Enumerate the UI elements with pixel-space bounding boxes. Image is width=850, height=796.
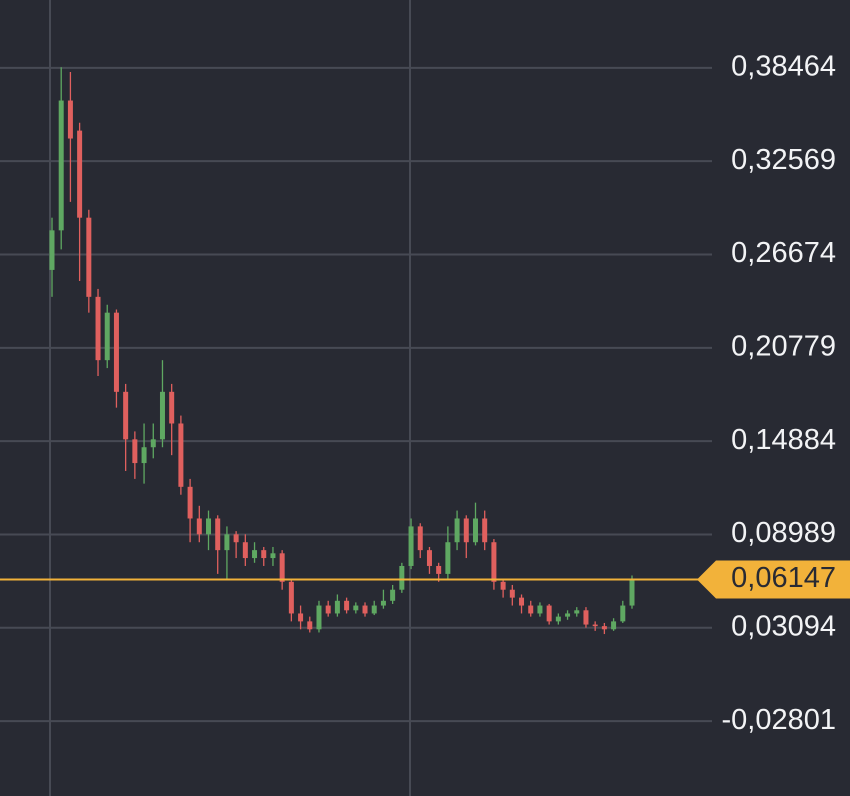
candle-body <box>555 616 561 622</box>
y-tick-label: 0,14884 <box>731 424 836 456</box>
candle-body <box>592 624 598 627</box>
candle-body <box>67 100 73 139</box>
y-tick-label: 0,08989 <box>731 517 836 549</box>
candle-body <box>95 296 101 361</box>
candle-body <box>408 526 414 566</box>
candle-body <box>546 605 552 622</box>
candle-body <box>472 518 478 543</box>
candle-body <box>86 217 92 297</box>
candle-body <box>233 534 239 543</box>
candle-body <box>150 439 156 448</box>
candle-body <box>215 518 221 551</box>
candle-body <box>454 518 460 543</box>
candle-body <box>371 605 377 614</box>
candle-body <box>353 605 359 611</box>
candle-body <box>288 581 294 614</box>
last-price-tag <box>697 560 850 599</box>
candle-body <box>187 486 193 519</box>
candle-body <box>123 391 129 440</box>
candle-body <box>436 565 442 574</box>
candle-body <box>279 553 285 582</box>
candle-body <box>159 391 165 440</box>
candle-body <box>417 526 423 551</box>
candle-body <box>113 312 119 392</box>
candle-body <box>491 542 497 582</box>
candle-body <box>316 605 322 630</box>
candle-body <box>620 605 626 622</box>
candle-body <box>399 565 405 590</box>
candle-body <box>463 518 469 543</box>
candle-body <box>390 589 396 601</box>
candle-body <box>132 439 138 464</box>
candle-body <box>629 580 635 606</box>
candle-body <box>58 100 64 231</box>
candle-body <box>601 626 607 630</box>
candle-body <box>565 613 571 617</box>
candle-body <box>104 312 110 361</box>
candle-body <box>344 600 350 611</box>
candle-body <box>519 597 525 606</box>
candle-body <box>224 534 230 551</box>
y-tick-label: 0,03094 <box>731 610 836 642</box>
candle-body <box>482 518 488 543</box>
candle-body <box>500 581 506 590</box>
candle-body <box>178 423 184 487</box>
last-price-label: 0,06147 <box>731 562 836 594</box>
candle-body <box>252 550 258 559</box>
candle-body <box>206 518 212 535</box>
candle-body <box>298 613 304 622</box>
y-tick-label: 0,32569 <box>731 144 836 176</box>
candle-body <box>445 542 451 574</box>
candle-body <box>611 621 617 630</box>
candle-body <box>537 605 543 614</box>
candle-body <box>334 600 340 614</box>
candle-body <box>196 518 202 535</box>
candle-body <box>583 610 589 625</box>
y-tick-label: 0,20779 <box>731 330 836 362</box>
candle-body <box>261 550 267 559</box>
candle-body <box>509 589 515 598</box>
y-tick-label: 0,26674 <box>731 237 836 269</box>
candle-body <box>380 600 386 606</box>
candle-body <box>362 605 368 614</box>
candle-body <box>141 447 147 464</box>
y-tick-label: -0,02801 <box>722 704 837 736</box>
candle-body <box>77 130 83 218</box>
candle-body <box>325 605 331 614</box>
candle-body <box>169 391 175 424</box>
candle-body <box>426 550 432 566</box>
candle-body <box>528 605 534 614</box>
y-tick-label: 0,38464 <box>731 51 836 83</box>
candle-body <box>49 230 55 270</box>
candle-body <box>574 610 580 614</box>
candle-body <box>242 542 248 559</box>
candle-body <box>307 621 313 630</box>
candle-body <box>270 553 276 559</box>
